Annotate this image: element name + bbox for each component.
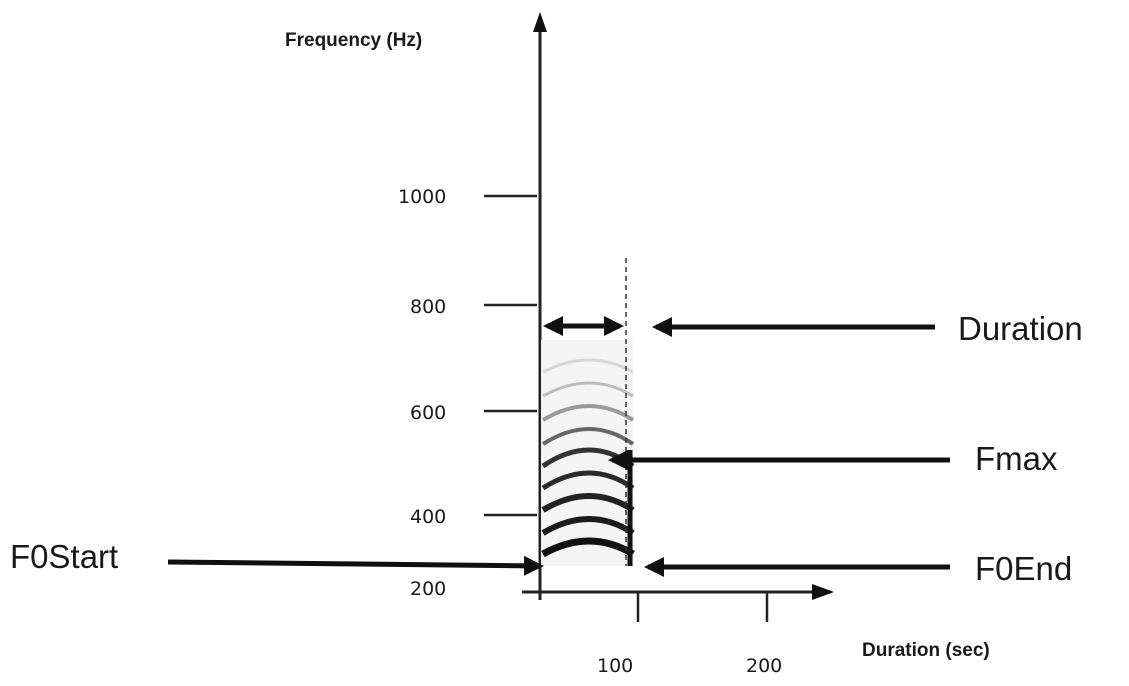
x-tick-label-200: 200 [746, 655, 782, 677]
harmonic-band [541, 493, 635, 513]
y-tick-label-200: 200 [410, 578, 446, 600]
y-tick-label-600: 600 [410, 402, 446, 424]
f0end-label: F0End [975, 550, 1072, 587]
y-tick-label-400: 400 [410, 506, 446, 528]
harmonic-band [541, 537, 635, 558]
y-tick-label-800: 800 [410, 296, 446, 318]
y-tick-label-1000: 1000 [398, 186, 446, 208]
harmonic-band [541, 404, 635, 422]
fmax-label: Fmax [975, 440, 1058, 477]
x-tick-label-100: 100 [597, 655, 633, 677]
duration-label: Duration [958, 310, 1083, 347]
y-axis-arrowhead [533, 12, 547, 32]
x-axis-arrowhead [812, 584, 834, 600]
harmonic-band [542, 381, 634, 398]
harmonic-band [541, 427, 635, 446]
f0start-pointer-arrow [167, 555, 544, 576]
f0start-label: F0Start [10, 538, 118, 575]
y-axis-title: Frequency (Hz) [285, 30, 422, 51]
spectrogram-harmonics [541, 340, 635, 566]
harmonic-band [542, 358, 634, 374]
harmonic-band [541, 516, 635, 536]
spectrogram-background [541, 340, 633, 566]
x-axis-title: Duration (sec) [862, 640, 990, 661]
harmonic-band [541, 470, 635, 491]
